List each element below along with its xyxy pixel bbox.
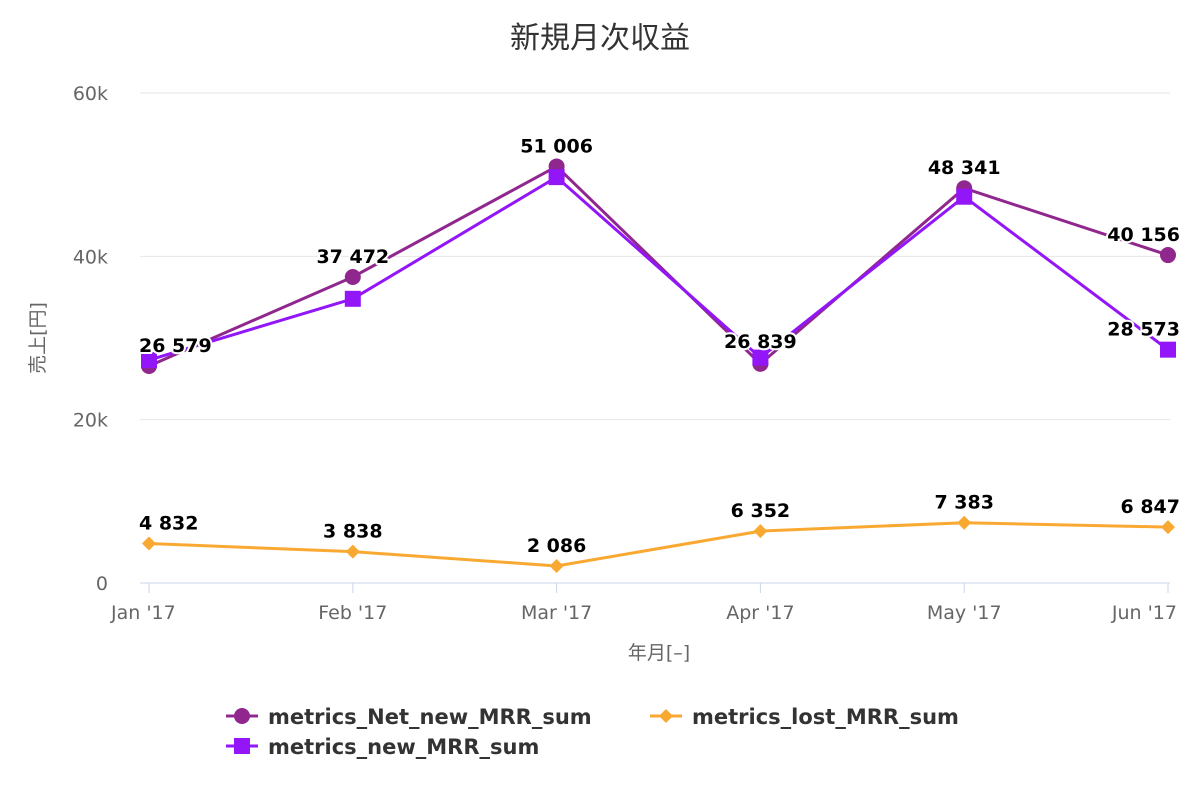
legend-item-new[interactable]: metrics_new_MRR_sum [226, 735, 539, 759]
legend-item-net[interactable]: metrics_Net_new_MRR_sum [226, 705, 592, 729]
series-layer [141, 158, 1176, 573]
data-label-lost: 7 383 [934, 492, 994, 514]
grid-lines [140, 92, 1170, 421]
data-point-lost [957, 515, 972, 530]
y-tick-label: 40k [73, 246, 108, 268]
data-label-net: 37 472 [316, 246, 389, 268]
data-point-new [141, 352, 157, 369]
y-tick-label: 60k [73, 83, 108, 105]
legend-label: metrics_Net_new_MRR_sum [268, 705, 592, 729]
series-line-lost [148, 521, 1169, 568]
x-tick-label: Feb '17 [318, 602, 387, 624]
series-new [141, 169, 1176, 369]
data-point-new [752, 349, 769, 366]
data-point-lost [1161, 520, 1175, 535]
data-label-net: 51 006 [520, 135, 593, 157]
series-line-new [148, 175, 1169, 362]
data-point-lost [142, 536, 156, 551]
x-axis-title: 年月[–] [628, 642, 690, 664]
y-tick-label: 0 [96, 573, 108, 595]
y-axis-title: 売上[円] [27, 302, 49, 374]
data-point-lost [753, 524, 768, 539]
data-labels: 26 579 37 472 51 006 26 839 48 341 40 156 28 5… [137, 133, 1182, 559]
data-point-new [956, 188, 973, 205]
data-label-lost: 4 832 [139, 513, 199, 535]
data-point-new [344, 290, 361, 307]
data-label-net: 26 579 [139, 335, 212, 357]
data-point-net [1160, 247, 1176, 264]
x-tick-label: Jan '17 [110, 602, 176, 624]
legend: metrics_Net_new_MRR_sum metrics_lost_MRR_… [226, 705, 959, 759]
data-label-lost: 2 086 [527, 535, 587, 557]
data-label-net: 48 341 [928, 157, 1001, 179]
y-axis-ticks: 0 20k 40k 60k [73, 83, 108, 595]
legend-marker-square [234, 738, 250, 754]
x-tick-label: Apr '17 [726, 602, 794, 624]
data-label-lost: 3 838 [323, 521, 383, 543]
legend-marker-circle [234, 708, 250, 724]
data-label-net: 26 839 [724, 331, 797, 353]
data-point-lost [345, 544, 360, 559]
x-axis: Jan '17 Feb '17 Mar '17 Apr '17 May '17 Jun '… [110, 582, 1177, 624]
y-tick-label: 20k [73, 410, 108, 432]
data-point-new [548, 169, 565, 186]
data-label-lost: 6 352 [731, 500, 791, 522]
x-tick-label: Jun '17 [1111, 602, 1177, 624]
chart-title: 新規月次収益 [510, 21, 690, 56]
series-line-net [148, 164, 1169, 368]
data-label-net: 40 156 [1107, 224, 1180, 246]
x-tick-label: Mar '17 [521, 602, 592, 624]
legend-label: metrics_lost_MRR_sum [692, 705, 959, 729]
data-point-net [344, 268, 361, 285]
data-point-new [1160, 341, 1176, 358]
legend-marker-diamond [659, 709, 673, 723]
legend-label: metrics_new_MRR_sum [268, 735, 539, 759]
x-tick-label: May '17 [927, 602, 1002, 624]
data-label-new: 28 573 [1107, 319, 1180, 341]
series-lost [142, 515, 1175, 573]
legend-item-lost[interactable]: metrics_lost_MRR_sum [650, 705, 959, 729]
data-point-lost [549, 558, 564, 573]
data-label-lost: 6 847 [1121, 496, 1181, 518]
